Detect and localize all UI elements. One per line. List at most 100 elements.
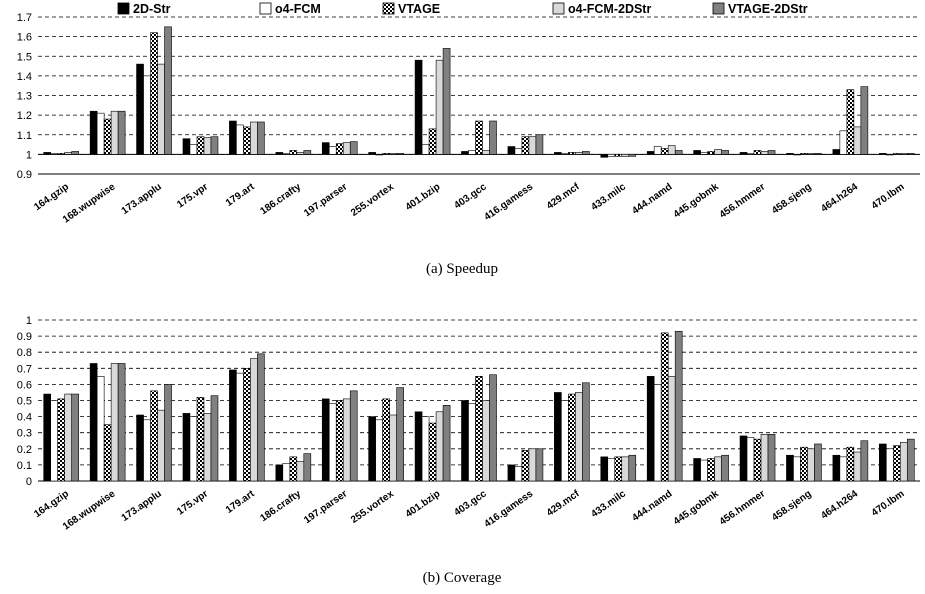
- bar-vtage-197-parser: [335, 143, 344, 155]
- bar-2d-str-458-sjeng: [786, 454, 794, 482]
- bar-2d-str-168-wupwise: [89, 363, 98, 482]
- bar-2d-str-168-wupwise: [89, 110, 98, 155]
- bar-vtage-2dstr-416-gamess: [535, 448, 544, 482]
- bar-2d-str-458-sjeng: [786, 153, 794, 155]
- y-tick-label: 0.1: [17, 460, 32, 472]
- x-tick-label-175-vpr: 175.vpr: [175, 488, 210, 517]
- bar-vtage-445-gobmk: [707, 151, 715, 155]
- x-tick-label-433-milc: 433.milc: [589, 488, 628, 520]
- legend-label-vtage: VTAGE: [398, 2, 440, 16]
- x-tick-label-470-lbm: 470.lbm: [870, 488, 907, 518]
- bar-2d-str-197-parser: [321, 398, 330, 482]
- y-tick-label: 1.4: [17, 71, 32, 83]
- y-tick-label: 0.3: [17, 428, 32, 440]
- x-tick-label-445-gobmk: 445.gobmk: [672, 488, 721, 527]
- bar-vtage-2dstr-458-sjeng: [814, 443, 822, 482]
- x-tick-label-433-milc: 433.milc: [589, 181, 628, 213]
- bar-2d-str-186-crafty: [275, 464, 284, 482]
- bar-o4-fcm-2dstr-168-wupwise: [110, 110, 119, 155]
- bar-o4-fcm-2dstr-179-art: [250, 121, 258, 155]
- bar-2d-str-444-namd: [646, 376, 655, 482]
- bar-o4-fcm-173-applu: [143, 419, 151, 482]
- x-tick-label-429-mcf: 429.mcf: [545, 488, 582, 519]
- bar-o4-fcm-429-mcf: [561, 153, 569, 155]
- chart-caption: (b) Coverage: [423, 570, 502, 586]
- bar-o4-fcm-255-vortex: [375, 154, 383, 156]
- bar-vtage-2dstr-401-bzip: [442, 48, 451, 155]
- chart-caption: (a) Speedup: [426, 261, 498, 277]
- bar-2d-str-429-mcf: [554, 392, 562, 482]
- legend-label-o4-fcm: o4-FCM: [275, 2, 321, 16]
- bar-o4-fcm-175-vpr: [189, 416, 198, 482]
- bar-2d-str-433-milc: [600, 154, 609, 158]
- bar-vtage-429-mcf: [568, 393, 576, 482]
- x-tick-label-164-gzip: 164.gzip: [32, 488, 71, 520]
- bar-vtage-433-milc: [614, 456, 623, 482]
- x-tick-label-401-bzip: 401.bzip: [404, 181, 443, 213]
- bar-o4-fcm-470-lbm: [885, 154, 894, 156]
- bar-2d-str-429-mcf: [554, 152, 562, 155]
- y-tick-label: 0.5: [17, 396, 32, 408]
- coverage-chart: 0 0.1 0.2 0.3 0.4 0.5 0.6 0.7 0.8 0.9 1 164.gzip168…: [17, 315, 920, 586]
- bar-2d-str-470-lbm: [878, 153, 887, 155]
- bar-o4-fcm-197-parser: [328, 146, 337, 155]
- bar-2d-str-255-vortex: [368, 416, 376, 482]
- bar-vtage-401-bzip: [428, 422, 437, 482]
- x-tick-label-416-gamess: 416.gamess: [482, 488, 535, 530]
- bar-vtage-2dstr-401-bzip: [442, 405, 451, 482]
- bar-o4-fcm-416-gamess: [514, 466, 523, 482]
- x-tick-label-164-gzip: 164.gzip: [32, 181, 71, 213]
- bar-o4-fcm-175-vpr: [189, 144, 198, 155]
- legend-swatch-o4-fcm-2dstr: [552, 2, 565, 15]
- y-tick-label: 0.7: [17, 363, 32, 375]
- bar-2d-str-186-crafty: [275, 152, 284, 155]
- bar-2d-str-403-gcc: [461, 151, 469, 155]
- bar-o4-fcm-2dstr-173-applu: [157, 409, 165, 482]
- legend-label-o4-fcm-2dstr: o4-FCM-2DStr: [568, 2, 651, 16]
- bar-o4-fcm-2dstr-164-gzip: [64, 152, 73, 155]
- bar-vtage-2dstr-429-mcf: [582, 382, 590, 482]
- y-tick-label: 0: [26, 476, 32, 488]
- bar-vtage-470-lbm: [892, 445, 901, 482]
- bar-o4-fcm-2dstr-255-vortex: [389, 153, 397, 155]
- y-tick-label: 0.4: [17, 412, 32, 424]
- bar-o4-fcm-2dstr-416-gamess: [528, 448, 537, 482]
- bar-o4-fcm-401-bzip: [421, 144, 430, 155]
- bar-o4-fcm-433-milc: [607, 458, 616, 482]
- y-tick-label: 1.5: [17, 51, 32, 63]
- bar-o4-fcm-2dstr-458-sjeng: [807, 448, 815, 482]
- bar-vtage-2dstr-403-gcc: [489, 120, 497, 155]
- bar-vtage-255-vortex: [382, 398, 390, 482]
- bar-vtage-2dstr-173-applu: [164, 384, 172, 482]
- bar-vtage-2dstr-186-crafty: [303, 150, 312, 155]
- bar-vtage-2dstr-456-hmmer: [767, 150, 776, 155]
- bar-vtage-458-sjeng: [800, 446, 808, 482]
- bar-vtage-2dstr-429-mcf: [582, 151, 590, 155]
- bar-vtage-2dstr-175-vpr: [210, 136, 219, 155]
- bar-vtage-2dstr-470-lbm: [906, 438, 915, 482]
- x-tick-label-173-applu: 173.applu: [120, 488, 164, 523]
- bar-vtage-456-hmmer: [753, 438, 762, 482]
- bar-o4-fcm-179-art: [236, 372, 244, 482]
- bar-vtage-2dstr-164-gzip: [71, 151, 80, 155]
- x-tick-label-444-namd: 444.namd: [630, 488, 674, 523]
- x-tick-label-197-parser: 197.parser: [302, 488, 349, 526]
- bar-2d-str-401-bzip: [414, 411, 423, 482]
- bar-2d-str-464-h264: [832, 454, 841, 482]
- bar-vtage-444-namd: [660, 332, 669, 482]
- bar-vtage-164-gzip: [57, 153, 66, 155]
- bar-vtage-433-milc: [614, 154, 623, 157]
- bar-o4-fcm-2dstr-164-gzip: [64, 393, 73, 482]
- bar-o4-fcm-2dstr-255-vortex: [389, 414, 397, 482]
- bar-vtage-2dstr-403-gcc: [489, 374, 497, 482]
- bar-vtage-403-gcc: [475, 376, 483, 482]
- bar-o4-fcm-2dstr-186-crafty: [296, 461, 305, 482]
- x-tick-label-255-vortex: 255.vortex: [349, 181, 396, 219]
- bar-vtage-175-vpr: [196, 136, 205, 155]
- bar-o4-fcm-470-lbm: [885, 448, 894, 482]
- x-tick-label-464-h264: 464.h264: [819, 181, 860, 214]
- x-tick-label-458-sjeng: 458.sjeng: [770, 488, 814, 523]
- x-tick-label-186-crafty: 186.crafty: [258, 488, 303, 524]
- bar-2d-str-456-hmmer: [739, 435, 748, 482]
